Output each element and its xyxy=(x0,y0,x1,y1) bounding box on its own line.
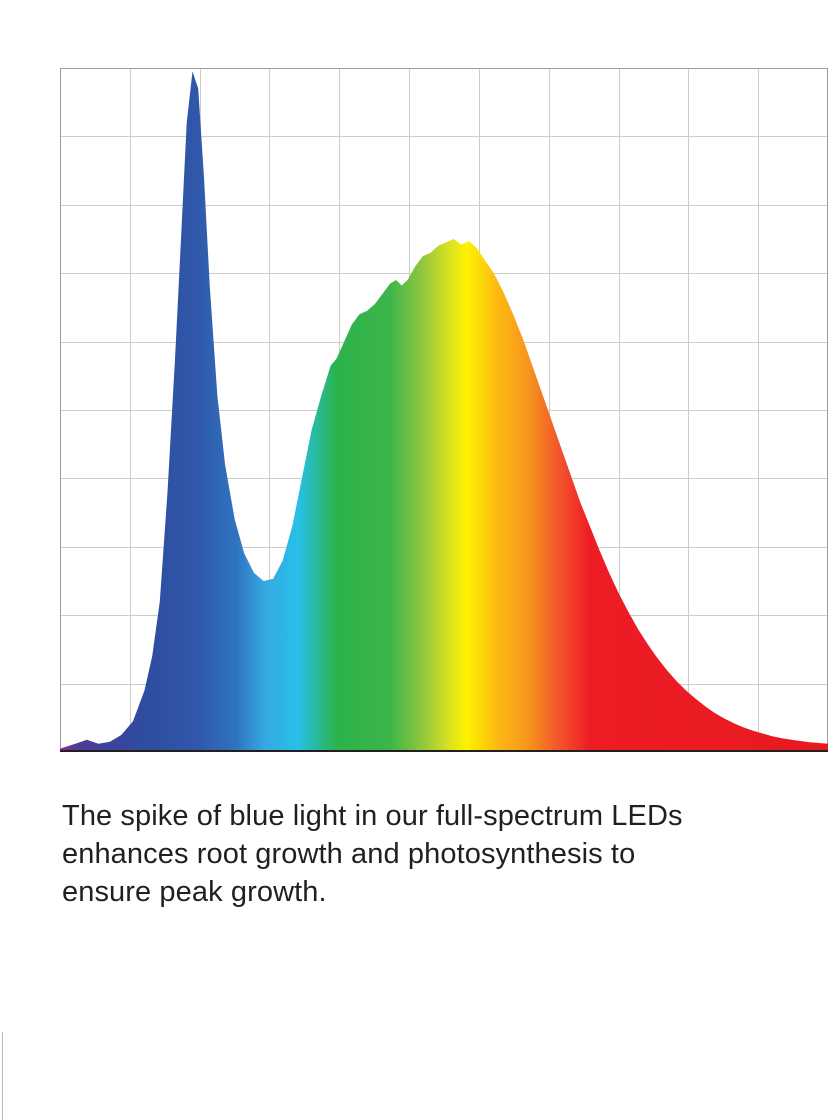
caption-line-3: ensure peak growth. xyxy=(62,876,327,908)
caption: The spike of blue light in our full-spec… xyxy=(62,797,807,911)
caption-line-1: The spike of blue light in our full-spec… xyxy=(62,800,683,832)
page-edge-line xyxy=(2,1032,3,1120)
spectrum-chart xyxy=(60,68,828,752)
spectrum-chart-svg xyxy=(60,68,828,752)
caption-line-2: enhances root growth and photosynthesis … xyxy=(62,838,636,870)
